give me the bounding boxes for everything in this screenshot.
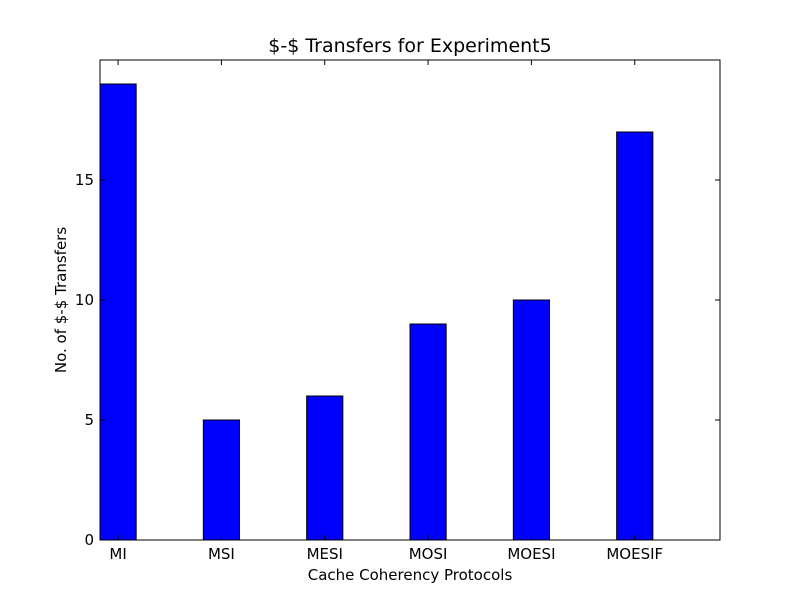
bar-moesif (616, 131, 654, 541)
bar-mesi (306, 395, 344, 541)
bar-msi (202, 419, 240, 541)
chart-title: $-$ Transfers for Experiment5 (268, 35, 551, 57)
y-tick-label-10: 10 (75, 291, 94, 309)
y-tick-labels: 0 5 10 15 (75, 171, 94, 549)
x-tick-label-mosi: MOSI (409, 545, 448, 563)
x-tick-label-moesi: MOESI (507, 545, 555, 563)
bar-mosi (409, 323, 447, 541)
x-tick-labels: MI MSI MESI MOSI MOESI MOESIF (109, 545, 663, 563)
x-tick-label-moesif: MOESIF (606, 545, 663, 563)
y-tick-label-15: 15 (75, 171, 94, 189)
y-tick-label-0: 0 (84, 531, 94, 549)
y-axis-label: No. of $-$ Transfers (52, 227, 70, 373)
bars-group (99, 83, 654, 541)
bar-mi (99, 83, 137, 541)
plot-frame (99, 59, 721, 541)
x-axis-label: Cache Coherency Protocols (308, 566, 513, 584)
x-tick-label-mesi: MESI (307, 545, 343, 563)
bar-moesi (512, 299, 550, 541)
x-tick-label-msi: MSI (208, 545, 235, 563)
y-tick-label-5: 5 (84, 411, 94, 429)
x-tick-label-mi: MI (109, 545, 126, 563)
